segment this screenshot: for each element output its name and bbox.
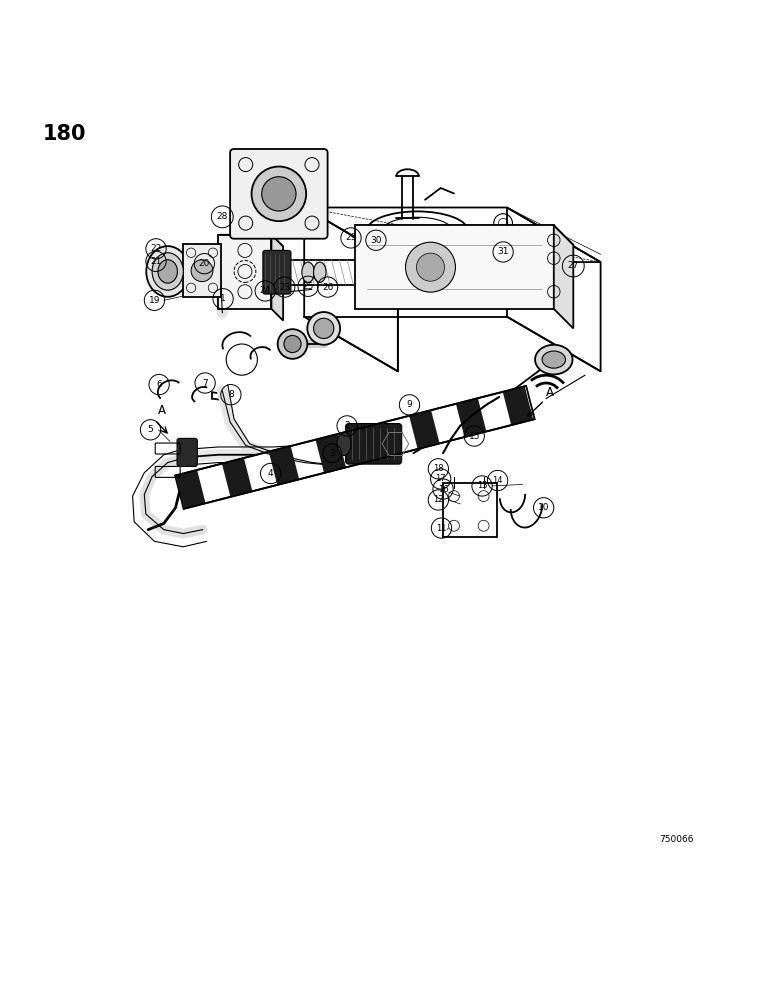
Text: 12: 12 [433,495,444,504]
Ellipse shape [158,260,177,283]
Text: 21: 21 [151,257,161,266]
Polygon shape [218,235,271,309]
Circle shape [417,253,445,281]
Polygon shape [176,470,206,509]
Circle shape [261,177,296,211]
Text: 28: 28 [217,212,228,221]
Ellipse shape [284,335,301,353]
Text: 30: 30 [370,236,381,245]
Ellipse shape [147,246,189,297]
Text: 180: 180 [43,124,87,144]
Text: 6: 6 [156,380,162,389]
Text: 20: 20 [199,259,210,268]
Text: 25: 25 [303,282,314,291]
Polygon shape [222,458,253,497]
Ellipse shape [302,262,314,282]
Text: 31: 31 [498,247,509,256]
Text: A: A [546,386,554,399]
Text: 4: 4 [268,469,274,478]
Ellipse shape [314,262,326,282]
Text: 14: 14 [492,476,503,485]
Polygon shape [554,225,573,328]
Text: 16: 16 [438,485,448,494]
Text: 10: 10 [538,503,549,512]
Text: 15: 15 [469,432,480,441]
Ellipse shape [314,318,334,339]
Text: 22: 22 [151,244,161,253]
FancyBboxPatch shape [183,244,221,297]
Text: 27: 27 [568,261,579,270]
Polygon shape [456,398,487,437]
Polygon shape [218,235,283,247]
Polygon shape [503,386,534,425]
Polygon shape [176,386,534,509]
Text: 750066: 750066 [659,835,693,844]
Ellipse shape [542,351,565,368]
Text: 17: 17 [435,474,446,483]
Polygon shape [355,225,573,245]
Ellipse shape [307,312,340,345]
Text: 7: 7 [202,378,208,387]
Text: A: A [158,404,165,417]
Polygon shape [363,422,393,461]
Text: 8: 8 [228,390,234,399]
Text: 1: 1 [220,294,226,303]
Polygon shape [410,410,440,449]
FancyBboxPatch shape [263,250,291,294]
Text: 9: 9 [406,400,413,409]
Text: 19: 19 [149,296,160,305]
Circle shape [406,242,456,292]
Ellipse shape [535,345,573,374]
Text: 11: 11 [436,524,447,533]
FancyBboxPatch shape [177,438,197,466]
FancyBboxPatch shape [230,149,328,239]
Text: 18: 18 [433,464,444,473]
Polygon shape [271,235,283,321]
Text: 26: 26 [322,283,333,292]
Text: 13: 13 [477,481,488,490]
Text: 2: 2 [344,421,350,430]
Text: 29: 29 [346,233,356,242]
Text: 24: 24 [260,286,271,295]
Text: 3: 3 [329,449,335,458]
Text: 5: 5 [147,425,154,434]
Polygon shape [355,225,554,309]
Polygon shape [316,434,346,473]
Ellipse shape [278,329,307,359]
Circle shape [191,260,213,282]
Polygon shape [269,446,300,485]
Text: 23: 23 [279,283,290,292]
FancyBboxPatch shape [346,424,402,464]
Ellipse shape [152,253,183,290]
Ellipse shape [337,432,351,456]
Circle shape [251,167,306,221]
